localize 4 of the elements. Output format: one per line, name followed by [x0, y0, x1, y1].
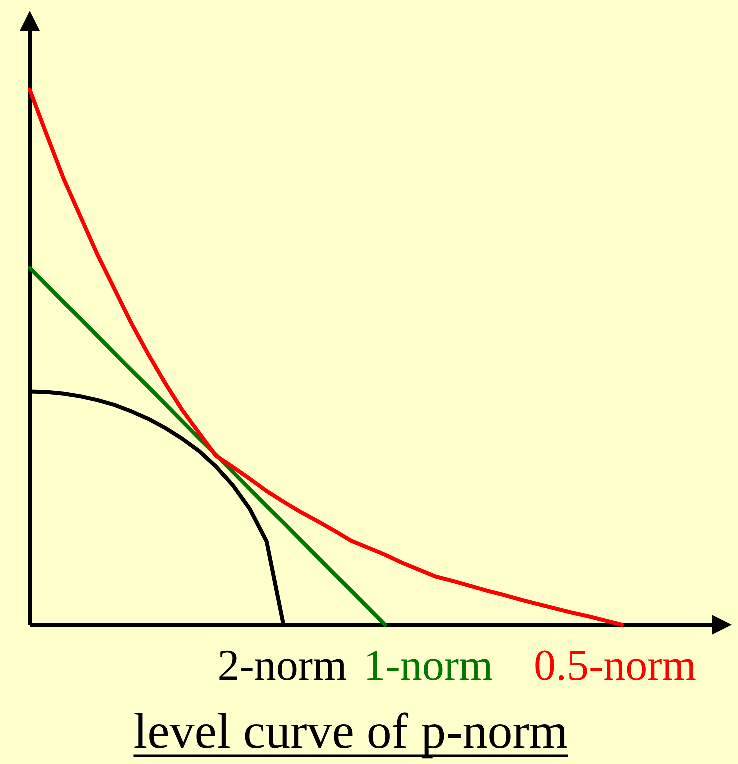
series-label: 1-norm: [364, 641, 494, 690]
series-label: 0.5-norm: [534, 641, 697, 690]
text: level curve of p-norm: [134, 703, 568, 759]
series-label: 2-norm: [218, 641, 348, 690]
